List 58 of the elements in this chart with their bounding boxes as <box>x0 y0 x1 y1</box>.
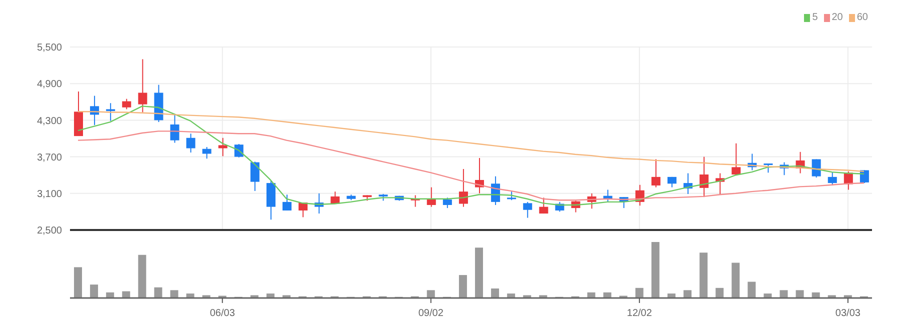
legend-label: 60 <box>856 12 868 23</box>
bar <box>186 294 194 298</box>
bar <box>426 290 435 298</box>
bar <box>748 282 756 298</box>
bar <box>458 275 467 298</box>
candlestick <box>202 146 212 160</box>
candlestick <box>218 137 228 157</box>
candlestick <box>651 158 660 188</box>
bar <box>491 288 500 298</box>
x-tick-label: 09/02 <box>418 308 444 319</box>
x-tick-label: 06/03 <box>210 308 236 319</box>
candlestick <box>442 197 452 209</box>
bar <box>684 290 692 298</box>
y-tick-label: 3,100 <box>36 188 62 200</box>
bar <box>74 267 82 298</box>
bar <box>780 290 788 298</box>
bar <box>716 288 724 298</box>
candlestick <box>266 180 276 220</box>
bar <box>90 284 98 298</box>
x-tick-label: 12/02 <box>626 308 652 319</box>
candlestick <box>106 102 116 122</box>
bar <box>667 294 676 298</box>
candlestick <box>458 168 468 208</box>
y-tick-label: 5,500 <box>36 42 62 54</box>
y-tick-label: 3,700 <box>36 152 62 164</box>
candlestick <box>700 156 709 198</box>
bar <box>170 290 178 298</box>
bar <box>764 294 772 298</box>
candlestick <box>764 163 773 174</box>
bar <box>507 294 516 298</box>
candlestick <box>122 98 132 110</box>
candlestick <box>426 186 436 208</box>
candlestick <box>282 194 292 211</box>
legend-label: 5 <box>812 12 818 23</box>
candlestick <box>539 197 548 214</box>
candlestick <box>828 172 837 186</box>
bar <box>700 252 708 298</box>
bar <box>796 290 804 298</box>
candlestick <box>250 161 260 192</box>
bar <box>651 242 660 298</box>
candlestick <box>732 142 741 176</box>
x-tick-label: 03/03 <box>835 308 861 319</box>
bar <box>475 248 483 298</box>
y-tick-label: 2,500 <box>36 226 62 237</box>
candlestick <box>170 114 180 144</box>
y-tick-label: 4,900 <box>36 79 62 90</box>
bar <box>635 288 644 298</box>
y-tick-label: 4,300 <box>36 116 62 127</box>
candlestick <box>186 133 196 154</box>
legend-label: 20 <box>832 12 843 23</box>
bar <box>732 262 740 298</box>
bar <box>266 294 274 298</box>
bar <box>154 287 162 298</box>
candlestick <box>860 170 869 184</box>
bar <box>138 254 146 298</box>
candlestick <box>523 201 532 218</box>
candlestick <box>812 158 821 178</box>
candlestick <box>138 58 148 113</box>
